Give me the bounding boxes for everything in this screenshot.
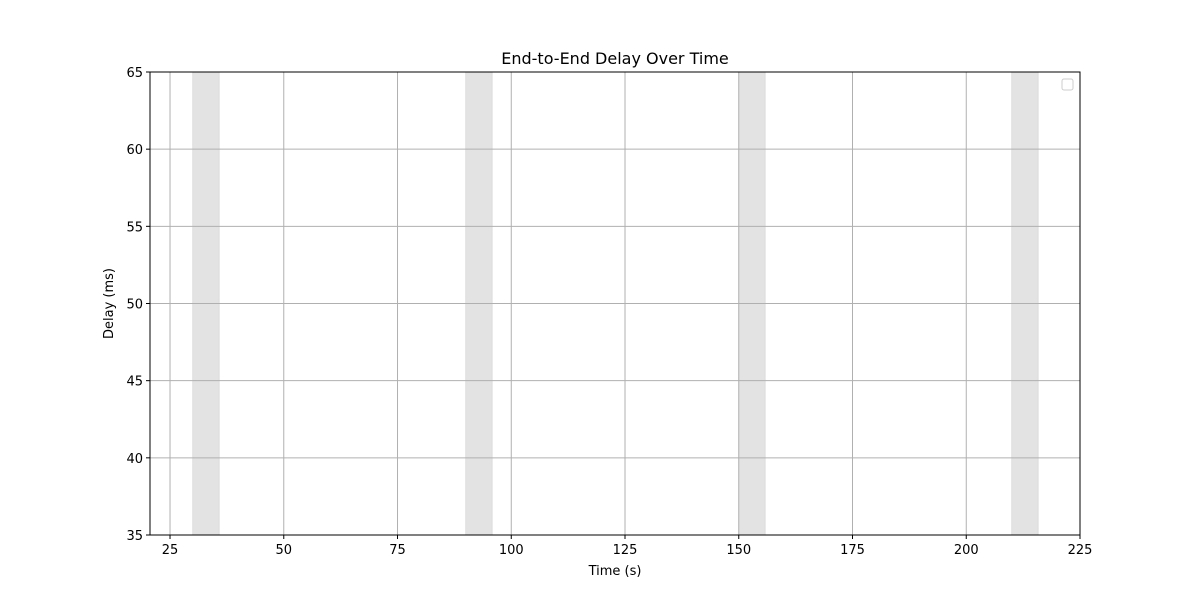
- legend-box: [1061, 78, 1074, 91]
- grid-lines: [150, 71, 1081, 536]
- x-axis-ticks: 25 50 75 100 125 150 175 200 225: [162, 535, 1093, 558]
- x-tick-label-225: 225: [1068, 543, 1093, 558]
- x-axis-label: Time (s): [588, 564, 642, 579]
- y-tick-label-55: 55: [126, 220, 143, 235]
- x-tick-label-50: 50: [275, 543, 292, 558]
- x-tick-label-25: 25: [162, 543, 179, 558]
- y-tick-label-65: 65: [126, 66, 143, 81]
- y-tick-label-35: 35: [126, 529, 143, 544]
- y-tick-label-60: 60: [126, 143, 143, 158]
- y-axis-label: Delay (ms): [102, 268, 117, 339]
- y-tick-label-50: 50: [126, 298, 143, 313]
- y-tick-label-40: 40: [126, 452, 143, 467]
- x-tick-label-150: 150: [726, 543, 751, 558]
- x-tick-label-125: 125: [613, 543, 638, 558]
- y-tick-label-45: 45: [126, 375, 143, 390]
- x-tick-label-100: 100: [499, 543, 524, 558]
- x-tick-label-75: 75: [389, 543, 406, 558]
- y-axis-ticks: 35 40 45 50 55 60 65: [126, 66, 150, 544]
- chart-title: End-to-End Delay Over Time: [501, 49, 729, 68]
- x-tick-label-200: 200: [954, 543, 979, 558]
- x-tick-label-175: 175: [840, 543, 865, 558]
